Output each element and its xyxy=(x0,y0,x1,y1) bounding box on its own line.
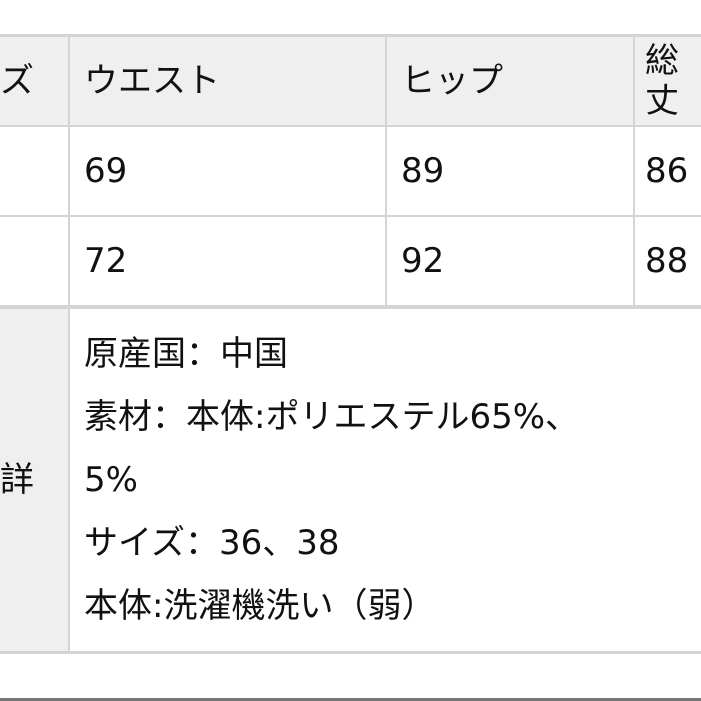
header-length: 総丈 xyxy=(635,37,701,125)
waist-cell: 69 xyxy=(70,127,387,215)
table-header-row: ズ ウエスト ヒップ 総丈 xyxy=(0,37,701,127)
detail-row: 詳 原産国：中国 素材：本体:ポリエステル65%、 5% サイズ：36、38 本… xyxy=(0,307,701,654)
detail-line: 5% xyxy=(84,459,138,500)
waist-cell: 72 xyxy=(70,217,387,305)
detail-line: サイズ：36、38 xyxy=(84,522,340,563)
length-cell: 88 xyxy=(645,241,689,281)
header-hip: ヒップ xyxy=(387,37,635,125)
detail-content: 原産国：中国 素材：本体:ポリエステル65%、 5% サイズ：36、38 本体:… xyxy=(70,309,701,651)
divider xyxy=(0,698,701,701)
hip-cell: 89 xyxy=(387,127,635,215)
size-cell xyxy=(0,127,70,215)
detail-line: 素材：本体:ポリエステル65%、 xyxy=(84,396,580,437)
size-table: ズ ウエスト ヒップ 総丈 69 89 86 72 92 88 詳 原産国：中国… xyxy=(0,34,701,654)
table-row: 69 89 86 xyxy=(0,127,701,217)
detail-line: 本体:洗濯機洗い（弱） xyxy=(84,585,436,626)
detail-line: 原産国：中国 xyxy=(84,333,288,374)
table-row: 72 92 88 xyxy=(0,217,701,307)
hip-cell: 92 xyxy=(387,217,635,305)
length-cell: 86 xyxy=(645,151,689,191)
header-size: ズ xyxy=(0,37,70,125)
size-cell xyxy=(0,217,70,305)
detail-label: 詳 xyxy=(0,309,70,651)
header-waist: ウエスト xyxy=(70,37,387,125)
